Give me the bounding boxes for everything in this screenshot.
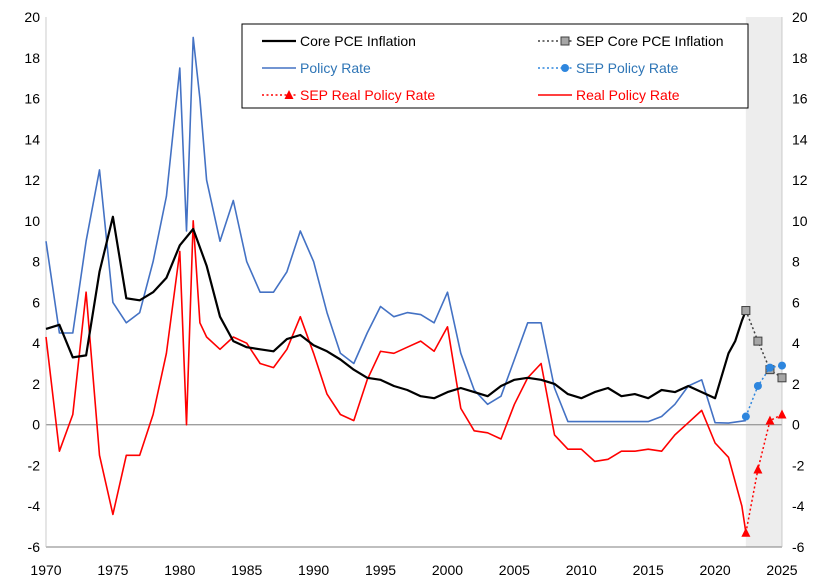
legend-item-sep-policy-rate: SEP Policy Rate bbox=[538, 60, 679, 76]
y-tick-label-left: 8 bbox=[32, 254, 40, 270]
y-tick-label-left: -6 bbox=[28, 539, 41, 555]
sep-policy-rate-point bbox=[741, 412, 750, 421]
y-tick-label-right: 4 bbox=[792, 335, 800, 351]
x-tick-label: 2010 bbox=[566, 562, 597, 578]
sep-policy-rate-point bbox=[765, 363, 774, 372]
x-tick-label: 2020 bbox=[700, 562, 731, 578]
legend-item-real-policy-rate: Real Policy Rate bbox=[538, 87, 680, 103]
y-tick-label-right: 16 bbox=[792, 91, 808, 107]
x-tick-label: 1990 bbox=[298, 562, 329, 578]
sep-policy-rate-point bbox=[753, 381, 762, 390]
legend-item-sep-core-pce-inflation: SEP Core PCE Inflation bbox=[538, 33, 724, 49]
y-tick-label-right: 6 bbox=[792, 294, 800, 310]
y-tick-label-right: 18 bbox=[792, 50, 808, 66]
sep-core-pce-inflation-point bbox=[753, 336, 763, 346]
sep-core-pce-inflation-point bbox=[777, 373, 787, 383]
y-tick-label-right: 0 bbox=[792, 417, 800, 433]
y-tick-label-left: 4 bbox=[32, 335, 40, 351]
legend-label: SEP Real Policy Rate bbox=[300, 87, 435, 103]
y-tick-label-left: 0 bbox=[32, 417, 40, 433]
legend-marker bbox=[560, 36, 570, 46]
sep-real-policy-rate-point bbox=[765, 415, 775, 425]
series-core-pce-inflation bbox=[45, 215, 747, 400]
data-series bbox=[45, 36, 787, 537]
legend: Core PCE Inflation Policy Rate SEP Real Po… bbox=[241, 23, 749, 109]
y-tick-label-right: -6 bbox=[792, 539, 805, 555]
x-tick-label: 2000 bbox=[432, 562, 463, 578]
y-tick-label-left: 2 bbox=[32, 376, 40, 392]
policy-rate-line bbox=[45, 36, 747, 424]
tick-labels: -6 -6 -4 -4 -2 -2 0 0 2 2 4 4 6 6 8 8 10 10 12 12 14 14 16 16 18… bbox=[24, 9, 807, 578]
x-tick-label: 1995 bbox=[365, 562, 396, 578]
sep-core-pce-inflation-point bbox=[741, 306, 751, 316]
sep-real-policy-rate-point bbox=[753, 464, 763, 474]
legend-label: Real Policy Rate bbox=[576, 87, 680, 103]
y-tick-label-right: 14 bbox=[792, 131, 808, 147]
y-tick-label-right: -4 bbox=[792, 498, 805, 514]
x-tick-label: 1975 bbox=[97, 562, 128, 578]
legend-item-sep-real-policy-rate: SEP Real Policy Rate bbox=[262, 87, 435, 103]
legend-label: SEP Policy Rate bbox=[576, 60, 679, 76]
series-real-policy-rate bbox=[45, 220, 747, 533]
sep-real-policy-rate-line bbox=[745, 413, 783, 533]
y-tick-label-left: 14 bbox=[24, 131, 40, 147]
sep-real-policy-rate-point bbox=[777, 409, 787, 419]
y-tick-label-left: 10 bbox=[24, 213, 40, 229]
y-tick-label-left: -4 bbox=[28, 498, 41, 514]
y-tick-label-right: 20 bbox=[792, 9, 808, 25]
y-tick-label-right: 10 bbox=[792, 213, 808, 229]
legend-item-policy-rate: Policy Rate bbox=[262, 60, 371, 76]
y-tick-label-left: 6 bbox=[32, 294, 40, 310]
legend-label: Policy Rate bbox=[300, 60, 371, 76]
y-tick-label-left: -2 bbox=[28, 457, 41, 473]
y-tick-label-left: 12 bbox=[24, 172, 40, 188]
x-tick-label: 1985 bbox=[231, 562, 262, 578]
y-tick-label-left: 20 bbox=[24, 9, 40, 25]
legend-label: Core PCE Inflation bbox=[300, 33, 416, 49]
y-tick-label-left: 18 bbox=[24, 50, 40, 66]
y-tick-label-right: 12 bbox=[792, 172, 808, 188]
core-pce-inflation-line bbox=[45, 215, 747, 400]
legend-label: SEP Core PCE Inflation bbox=[576, 33, 724, 49]
x-tick-label: 2025 bbox=[766, 562, 797, 578]
legend-item-core-pce-inflation: Core PCE Inflation bbox=[262, 33, 416, 49]
sep-projection-shading bbox=[745, 17, 782, 547]
x-tick-label: 2015 bbox=[633, 562, 664, 578]
y-tick-label-right: 2 bbox=[792, 376, 800, 392]
real-policy-rate-line bbox=[45, 220, 747, 533]
legend-box bbox=[241, 23, 749, 109]
x-tick-label: 1980 bbox=[164, 562, 195, 578]
sep-policy-rate-point bbox=[778, 361, 786, 370]
x-tick-label: 2005 bbox=[499, 562, 530, 578]
sep-real-policy-rate-point bbox=[741, 527, 751, 537]
y-tick-label-left: 16 bbox=[24, 91, 40, 107]
series-sep-real-policy-rate bbox=[741, 409, 787, 537]
y-tick-label-right: 8 bbox=[792, 254, 800, 270]
legend-marker bbox=[561, 64, 569, 72]
series-sep-policy-rate bbox=[741, 361, 786, 421]
x-tick-label: 1970 bbox=[30, 562, 61, 578]
y-tick-label-right: -2 bbox=[792, 457, 805, 473]
series-policy-rate bbox=[45, 36, 747, 424]
legend-marker bbox=[284, 90, 294, 99]
